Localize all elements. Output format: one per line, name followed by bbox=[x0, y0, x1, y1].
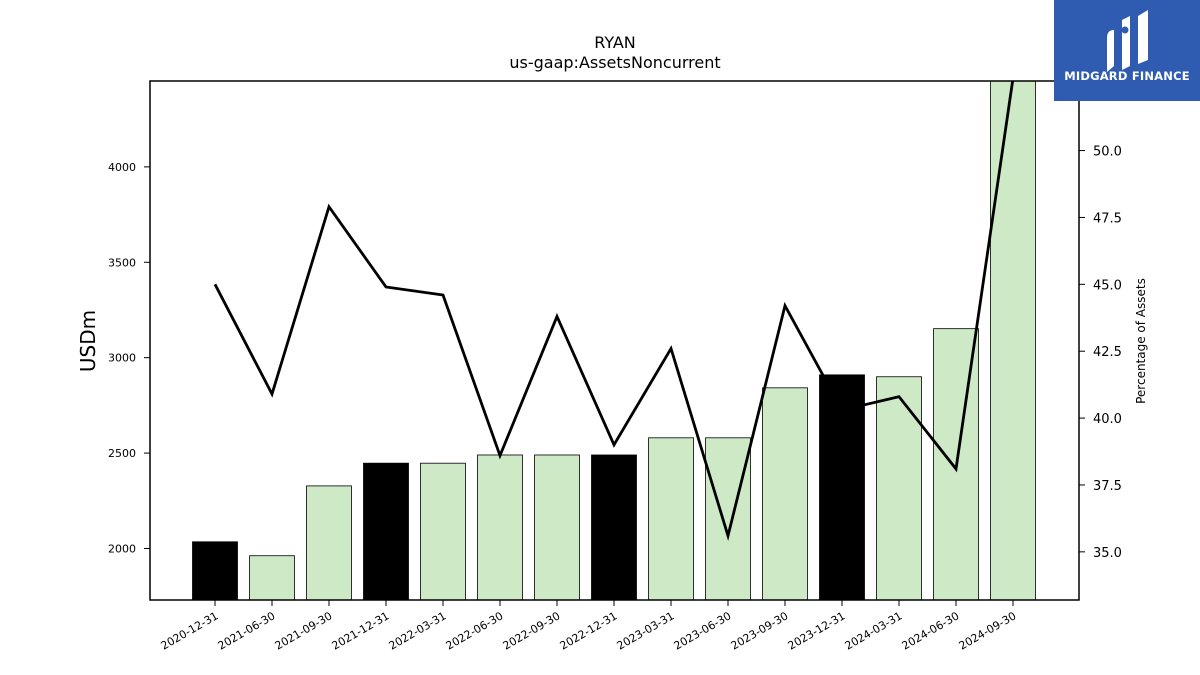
y2-tick-label: 47.5 bbox=[1093, 211, 1122, 226]
y2-tick-label: 42.5 bbox=[1093, 345, 1122, 360]
bar-2023-03-31 bbox=[648, 437, 694, 601]
bars-layer bbox=[192, 80, 1036, 601]
logo-text: MIDGARD FINANCE bbox=[1064, 69, 1190, 83]
bar-2022-12-31 bbox=[591, 454, 637, 601]
bar-2021-12-31 bbox=[363, 462, 409, 601]
bar-2022-06-30 bbox=[477, 454, 523, 601]
x-tick-label: 2023-09-30 bbox=[729, 609, 791, 652]
x-tick-label: 2024-09-30 bbox=[957, 609, 1019, 652]
right-axis-ticks: 35.0 37.5 40.0 42.5 45.0 47.5 50.0 bbox=[1079, 145, 1122, 561]
x-tick-label: 2024-06-30 bbox=[900, 609, 962, 652]
bar-2022-03-31 bbox=[420, 462, 466, 601]
x-tick-label: 2022-06-30 bbox=[444, 609, 506, 652]
y-tick-label: 4000 bbox=[108, 161, 136, 174]
y-tick-label: 3000 bbox=[108, 352, 136, 365]
x-tick-label: 2023-03-31 bbox=[615, 609, 677, 652]
x-tick-label: 2024-03-31 bbox=[843, 609, 905, 652]
midgard-finance-logo: MIDGARD FINANCE bbox=[1054, 0, 1200, 101]
logo-mark-icon bbox=[1107, 10, 1148, 72]
bar-2021-09-30 bbox=[306, 485, 352, 601]
y2-tick-label: 37.5 bbox=[1093, 479, 1122, 494]
x-axis-ticks: 2020-12-312021-06-302021-09-302021-12-31… bbox=[159, 600, 1019, 653]
y2-axis-label: Percentage of Assets bbox=[1134, 278, 1148, 404]
x-tick-label: 2020-12-31 bbox=[159, 609, 221, 652]
y-tick-label: 2500 bbox=[108, 447, 136, 460]
y-tick-label: 3500 bbox=[108, 256, 136, 269]
bar-2024-09-30 bbox=[990, 80, 1036, 601]
bar-2020-12-31 bbox=[192, 541, 238, 601]
bar-2023-09-30 bbox=[762, 387, 808, 601]
bar-2023-06-30 bbox=[705, 437, 751, 601]
bar-2022-09-30 bbox=[534, 454, 580, 601]
bar-2023-12-31 bbox=[819, 374, 865, 601]
percentage-line bbox=[213, 81, 1015, 542]
y2-tick-label: 40.0 bbox=[1093, 412, 1122, 427]
x-tick-label: 2023-06-30 bbox=[672, 609, 734, 652]
y-tick-label: 2000 bbox=[108, 542, 136, 555]
x-tick-label: 2022-03-31 bbox=[387, 609, 449, 652]
x-tick-label: 2021-12-31 bbox=[330, 609, 392, 652]
chart-subtitle: us-gaap:AssetsNoncurrent bbox=[509, 53, 720, 72]
bar-2021-06-30 bbox=[249, 555, 295, 601]
left-axis-ticks: 2000 2500 3000 3500 4000 bbox=[108, 161, 150, 555]
x-tick-label: 2023-12-31 bbox=[786, 609, 848, 652]
chart-title: RYAN bbox=[594, 33, 636, 52]
x-tick-label: 2021-09-30 bbox=[273, 609, 335, 652]
line-layer bbox=[213, 81, 1015, 542]
y2-tick-label: 50.0 bbox=[1093, 145, 1122, 160]
x-tick-label: 2022-12-31 bbox=[558, 609, 620, 652]
y2-tick-label: 45.0 bbox=[1093, 278, 1122, 293]
x-tick-label: 2021-06-30 bbox=[216, 609, 278, 652]
y-axis-label: USDm bbox=[76, 310, 100, 372]
bar-2024-03-31 bbox=[876, 376, 922, 601]
x-tick-label: 2022-09-30 bbox=[501, 609, 563, 652]
y2-tick-label: 35.0 bbox=[1093, 546, 1122, 561]
